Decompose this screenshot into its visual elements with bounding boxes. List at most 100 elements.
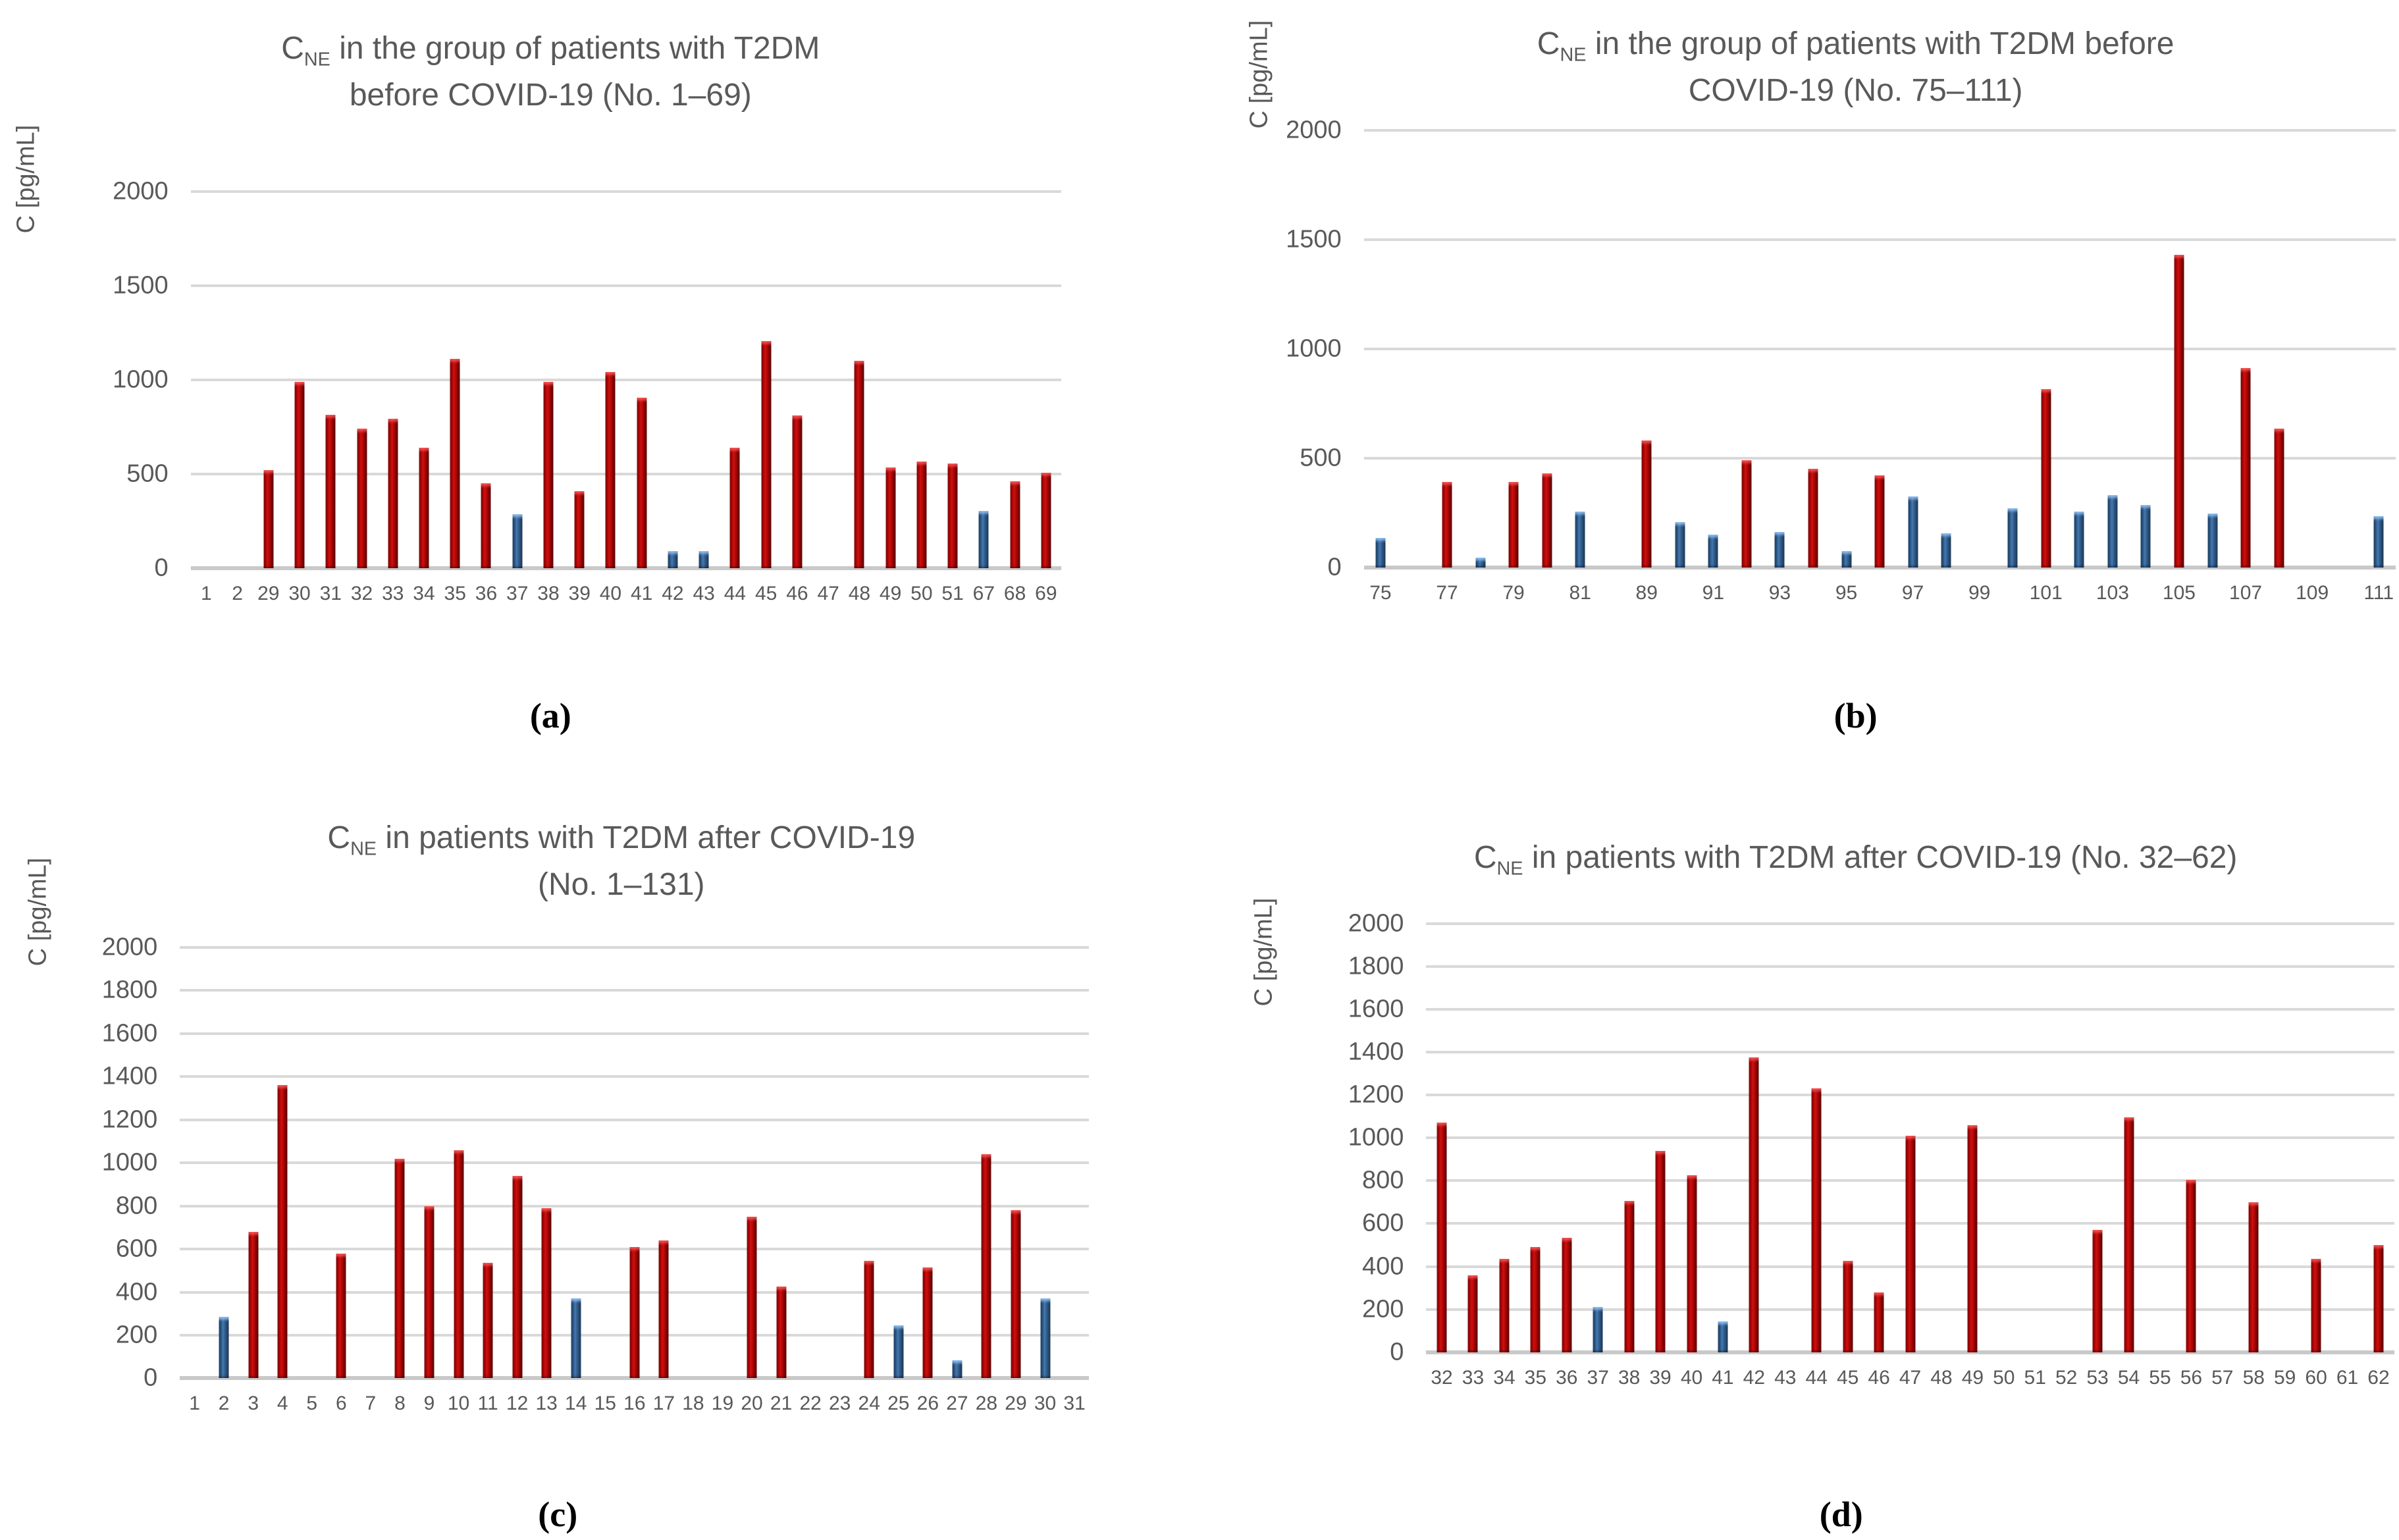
bar-45: [1843, 1261, 1853, 1352]
gridline-1000: [180, 1161, 1090, 1165]
bar-25: [893, 1325, 904, 1379]
x-tick-label: 51: [941, 582, 964, 604]
x-tick-label: 47: [1899, 1366, 1922, 1389]
y-tick-label: 500: [126, 460, 169, 488]
bar-108: [2274, 428, 2284, 568]
y-tick-label: 1000: [101, 1148, 158, 1177]
x-tick-label: 77: [1436, 581, 1458, 604]
bar-39: [574, 491, 585, 568]
bar-42: [1749, 1057, 1759, 1352]
x-tick-label: 107: [2229, 581, 2263, 604]
x-tick-label: 48: [848, 582, 871, 604]
chart-title: CNE in the group of patients with T2DM b…: [281, 26, 820, 119]
x-tick-label: 111: [2363, 581, 2394, 604]
x-tick-label: 16: [623, 1393, 646, 1415]
bar-37: [512, 514, 523, 568]
bar-39: [1655, 1150, 1666, 1352]
x-tick-label: 19: [711, 1393, 734, 1415]
bar-105: [2174, 254, 2184, 568]
x-tick-label: 33: [1462, 1366, 1485, 1389]
y-tick-label: 500: [1300, 444, 1342, 472]
x-tick-label: 39: [1649, 1366, 1672, 1389]
x-tick-label: 54: [2117, 1366, 2140, 1389]
y-tick-label: 1800: [1348, 952, 1404, 980]
bar-75: [1375, 537, 1386, 568]
y-tick-label: 600: [1361, 1209, 1404, 1237]
x-tick-label: 56: [2180, 1366, 2203, 1389]
x-tick-label: 53: [2086, 1366, 2109, 1389]
x-tick-label: 17: [652, 1393, 675, 1415]
y-axis-label: C [pg/mL]: [1250, 897, 1278, 1007]
bar-30: [1040, 1298, 1051, 1379]
y-tick-label: 800: [1361, 1166, 1404, 1194]
x-tick-label: 33: [382, 582, 404, 604]
bar-36: [481, 483, 491, 568]
x-tick-label: 62: [2367, 1366, 2390, 1389]
plot-area: 0 200 400 600 800 1000 1200 1400 1600 1800 2000 32 3…: [1348, 909, 2394, 1389]
bar-40: [605, 372, 616, 568]
bar-78: [1475, 557, 1486, 568]
bar-21: [776, 1287, 787, 1379]
y-axis-label: C [pg/mL]: [1245, 20, 1273, 129]
x-tick-label: 40: [599, 582, 622, 604]
bar-94: [1808, 469, 1818, 568]
x-tick-label: 14: [565, 1393, 587, 1415]
chart-title-line1: CNE in the group of patients with T2DM: [281, 30, 820, 70]
x-tick-label: 35: [444, 582, 466, 604]
x-tick-label: 38: [1618, 1366, 1641, 1389]
bar-60: [2311, 1259, 2321, 1352]
bar-37: [1593, 1307, 1603, 1352]
x-tick-label: 29: [1005, 1393, 1027, 1415]
x-tick-label: 30: [288, 582, 311, 604]
x-tick-label: 49: [1961, 1366, 1984, 1389]
bar-42: [668, 551, 678, 568]
x-tick-label: 11: [477, 1393, 498, 1415]
x-tick-label: 37: [1587, 1366, 1609, 1389]
x-tick-label: 105: [2162, 581, 2196, 604]
bar-33: [1467, 1275, 1478, 1352]
x-axis-line: [190, 566, 1062, 570]
bar-54: [2124, 1117, 2134, 1352]
x-tick-label: 32: [350, 582, 373, 604]
bar-41: [637, 398, 647, 568]
gridline-1500: [1363, 238, 2396, 241]
panel-caption: (d): [1819, 1494, 1863, 1534]
x-tick-label: 68: [1003, 582, 1026, 604]
gridline-1400: [1426, 1050, 2394, 1053]
y-axis-label: C [pg/mL]: [24, 857, 52, 967]
bar-91: [1708, 534, 1718, 568]
bar-31: [325, 414, 336, 568]
bar-100: [2007, 508, 2018, 568]
bar-53: [2092, 1230, 2103, 1352]
y-tick-label: 2000: [1286, 116, 1342, 144]
chart-title-line2: COVID-19 (No. 75–111): [1688, 73, 2023, 109]
x-tick-label: 24: [858, 1393, 880, 1415]
y-tick-label: 1000: [1348, 1123, 1404, 1152]
bar-8: [394, 1158, 405, 1379]
chart-title: CNE in the group of patients with T2DM b…: [1537, 22, 2175, 114]
x-tick-label: 51: [2024, 1366, 2046, 1389]
bar-26: [922, 1267, 933, 1379]
bar-12: [512, 1175, 523, 1379]
bar-35: [450, 359, 460, 568]
gridline-1800: [180, 989, 1090, 992]
bar-98: [1941, 533, 1951, 568]
x-tick-label: 46: [1868, 1366, 1890, 1389]
gridline-1500: [190, 284, 1062, 287]
chart-title: CNE in patients with T2DM after COVID-19…: [327, 816, 915, 908]
y-tick-label: 0: [154, 554, 169, 582]
x-tick-label: 8: [394, 1393, 406, 1415]
bar-16: [629, 1246, 640, 1379]
x-tick-label: 47: [817, 582, 839, 604]
x-tick-label: 55: [2149, 1366, 2171, 1389]
bar-35: [1530, 1247, 1541, 1352]
chart-title-line2: before COVID-19 (No. 1–69): [349, 78, 752, 113]
x-tick-label: 2: [218, 1393, 230, 1415]
bar-3: [248, 1231, 259, 1379]
bar-36: [1562, 1237, 1572, 1352]
bar-49: [885, 467, 896, 568]
x-tick-label: 22: [799, 1393, 822, 1415]
x-tick-label: 50: [1993, 1366, 2015, 1389]
panel-a: C [pg/mL] CNE in the group of patients w…: [0, 0, 1200, 770]
gridline-800: [180, 1204, 1090, 1208]
